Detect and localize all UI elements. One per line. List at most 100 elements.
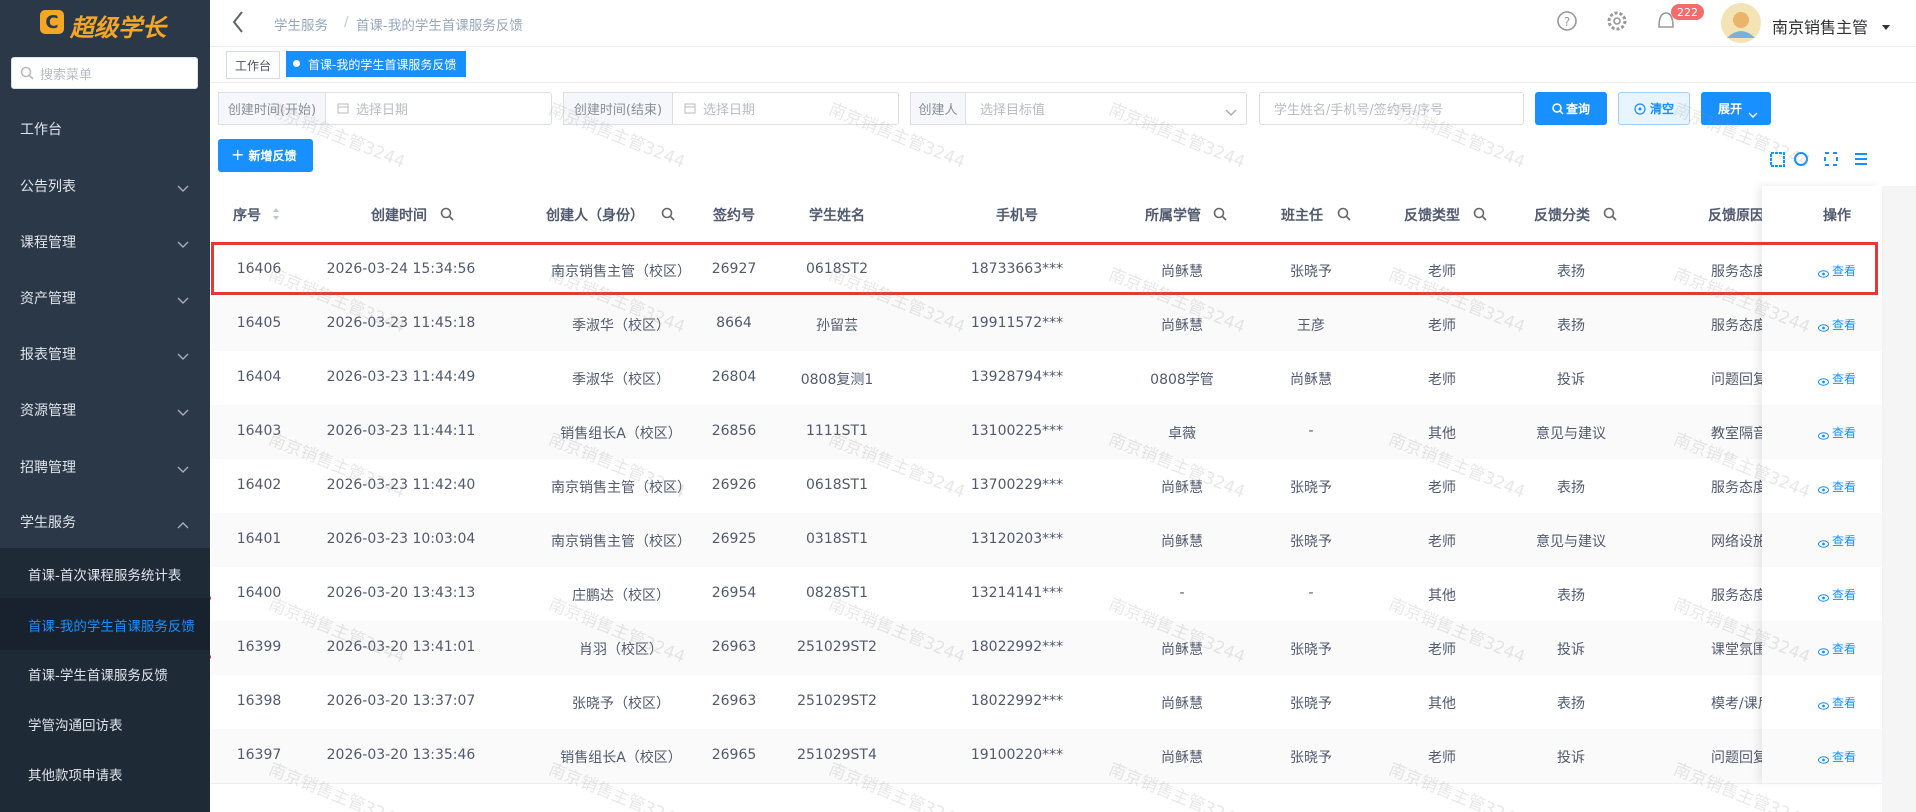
menu-item[interactable]: 招聘管理	[20, 460, 76, 476]
view-link[interactable]: 查看	[1832, 534, 1857, 548]
filter-input[interactable]: 选择日期	[325, 92, 552, 125]
cell: 张晓予	[1290, 696, 1332, 712]
eye-icon	[1818, 320, 1829, 336]
cell: 251029ST2	[797, 693, 877, 709]
view-link[interactable]: 查看	[1832, 426, 1857, 440]
add-button[interactable]: 新增反馈	[218, 139, 313, 172]
tab[interactable]: 工作台	[226, 51, 281, 79]
cell: 南京销售主管（校区）	[551, 264, 691, 280]
view-link[interactable]: 查看	[1832, 750, 1857, 764]
table-right	[1882, 186, 1916, 812]
cell: 251029ST2	[797, 639, 877, 655]
menu-item[interactable]: 工作台	[20, 122, 62, 138]
filter-input[interactable]: 学生姓名/手机号/签约号/序号	[1259, 92, 1524, 125]
submenu-item[interactable]: 首课-首次课程服务统计表	[28, 568, 182, 584]
cell: 13214141***	[970, 585, 1064, 601]
cell: 16401	[236, 531, 282, 547]
row-highlight	[211, 242, 1878, 295]
cell: 尚稣慧	[1161, 318, 1203, 334]
menu-item[interactable]: 资产管理	[20, 291, 76, 307]
chevron	[177, 349, 189, 365]
cell: 0808复测1	[800, 372, 874, 388]
table-row	[211, 567, 1882, 622]
search-icon	[1603, 207, 1617, 221]
eye-icon	[1818, 644, 1829, 660]
cell: 服务态度	[1711, 264, 1762, 280]
clear-icon	[1634, 103, 1646, 119]
breadcrumb[interactable]: 学生服务	[274, 18, 328, 34]
cell: 尚稣慧	[1161, 480, 1203, 496]
chevron	[177, 181, 189, 197]
view-link[interactable]: 查看	[1832, 318, 1857, 332]
view-link[interactable]: 查看	[1832, 480, 1857, 494]
submenu-item[interactable]: 学管沟通回访表	[28, 718, 123, 734]
submenu-active	[0, 598, 210, 650]
cell: -	[1308, 585, 1314, 601]
view-link[interactable]: 查看	[1832, 588, 1857, 602]
cell: 张晓予	[1290, 480, 1332, 496]
submenu-item[interactable]: 其他款项申请表	[28, 768, 123, 784]
view-link[interactable]: 查看	[1832, 372, 1857, 386]
view-link[interactable]: 查看	[1832, 642, 1857, 656]
cell: 孙留芸	[816, 318, 858, 334]
menu-item[interactable]: 公告列表	[20, 179, 76, 195]
menu-item[interactable]: 课程管理	[20, 235, 76, 251]
chevron	[177, 462, 189, 478]
filter-label: 创建人	[910, 92, 966, 125]
cell: 张晓予	[1290, 750, 1332, 766]
cell: 13928794***	[970, 369, 1064, 385]
filter-label: 创建时间(结束)	[563, 92, 673, 125]
cell: 尚稣慧	[1290, 372, 1332, 388]
cell: 0808学管	[1150, 372, 1214, 388]
view-link[interactable]: 查看	[1832, 264, 1857, 278]
cell: 16397	[236, 747, 282, 763]
column-header: 反馈分类	[1534, 208, 1590, 224]
cell: 13700229***	[970, 477, 1064, 493]
cell: 庄鹏达（校区）	[572, 588, 670, 604]
cell: 张晓予	[1290, 534, 1332, 550]
cell: 2026-03-20 13:35:46	[326, 747, 476, 763]
expand-button[interactable]: 展开	[1701, 92, 1771, 125]
cell: 26927	[711, 261, 757, 277]
menu-search[interactable]: 搜索菜单	[11, 57, 198, 89]
tab-active[interactable]: 首课-我的学生首课服务反馈	[286, 51, 467, 77]
tab-close[interactable]: ×	[472, 55, 483, 70]
clear-button[interactable]: 清空	[1618, 92, 1690, 125]
cell: 0318ST1	[806, 531, 868, 547]
cell: 投诉	[1557, 750, 1585, 766]
table-row	[211, 459, 1882, 514]
eye-icon	[1818, 482, 1829, 498]
search-button[interactable]: 查询	[1535, 92, 1607, 125]
cell: 16405	[236, 315, 282, 331]
cell: 其他	[1428, 696, 1456, 712]
search-icon	[1337, 207, 1351, 221]
cell: 13120203***	[970, 531, 1064, 547]
submenu-item[interactable]: 首课-我的学生首课服务反馈	[28, 619, 195, 635]
cell: 表扬	[1557, 696, 1585, 712]
chevron	[1748, 106, 1758, 122]
submenu	[0, 548, 210, 812]
cell: 0828ST1	[806, 585, 868, 601]
menu-item[interactable]: 学生服务	[20, 515, 76, 531]
menu-item[interactable]: 报表管理	[20, 347, 76, 363]
filter-input[interactable]: 选择目标值	[965, 92, 1247, 125]
cell: 老师	[1428, 534, 1456, 550]
user-name[interactable]: 南京销售主管	[1772, 18, 1869, 37]
cell: 模考/课后	[1711, 696, 1762, 712]
cell: 投诉	[1557, 642, 1585, 658]
menu-item[interactable]: 资源管理	[20, 403, 76, 419]
svg-text:?: ?	[1564, 15, 1570, 29]
view-link[interactable]: 查看	[1832, 696, 1857, 710]
cell: 服务态度	[1711, 480, 1762, 496]
table-row	[211, 297, 1882, 352]
filter-input[interactable]: 选择日期	[672, 92, 899, 125]
cell: 老师	[1428, 318, 1456, 334]
cell: 26954	[711, 585, 757, 601]
table-row	[211, 513, 1882, 568]
search-icon	[20, 66, 34, 80]
cell: 教室隔音	[1711, 426, 1762, 442]
svg-text:C: C	[45, 12, 58, 33]
submenu-item[interactable]: 首课-学生首课服务反馈	[28, 668, 168, 684]
cell: 26925	[711, 531, 757, 547]
chevron	[1225, 105, 1237, 121]
